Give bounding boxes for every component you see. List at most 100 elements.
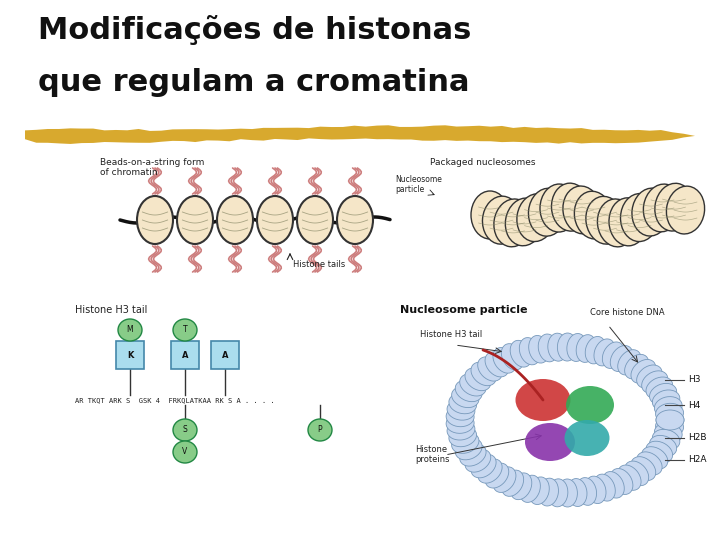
- Ellipse shape: [449, 426, 477, 447]
- Ellipse shape: [510, 473, 532, 500]
- Ellipse shape: [621, 193, 659, 241]
- Ellipse shape: [594, 339, 616, 366]
- Ellipse shape: [652, 390, 680, 410]
- Ellipse shape: [586, 197, 624, 244]
- Ellipse shape: [455, 438, 482, 460]
- Ellipse shape: [576, 477, 597, 505]
- Ellipse shape: [557, 333, 577, 361]
- Ellipse shape: [525, 423, 575, 461]
- Ellipse shape: [563, 186, 601, 234]
- Text: A: A: [181, 350, 188, 360]
- Text: S: S: [183, 426, 187, 435]
- Ellipse shape: [611, 469, 633, 495]
- Ellipse shape: [471, 362, 496, 386]
- Ellipse shape: [611, 346, 633, 372]
- Ellipse shape: [451, 433, 479, 454]
- Text: AR TKQT ARK S  GSK 4  FRKQLATKAA RK S A . . . .: AR TKQT ARK S GSK 4 FRKQLATKAA RK S A . …: [75, 397, 275, 403]
- Ellipse shape: [656, 403, 683, 423]
- Text: M: M: [127, 326, 133, 334]
- Ellipse shape: [118, 319, 142, 341]
- Ellipse shape: [177, 196, 213, 244]
- FancyBboxPatch shape: [116, 341, 144, 369]
- Ellipse shape: [510, 340, 532, 367]
- Text: Nucleosome particle: Nucleosome particle: [400, 305, 528, 315]
- Ellipse shape: [654, 396, 682, 417]
- Ellipse shape: [548, 333, 568, 361]
- Ellipse shape: [337, 196, 373, 244]
- Ellipse shape: [594, 474, 616, 501]
- Ellipse shape: [501, 470, 523, 496]
- Text: que regulam a cromatina: que regulam a cromatina: [38, 68, 469, 97]
- Text: Core histone DNA: Core histone DNA: [590, 308, 665, 317]
- Ellipse shape: [636, 365, 662, 388]
- Ellipse shape: [656, 416, 683, 437]
- Ellipse shape: [625, 354, 649, 379]
- Ellipse shape: [447, 400, 475, 420]
- Ellipse shape: [625, 461, 649, 485]
- Ellipse shape: [257, 196, 293, 244]
- Ellipse shape: [471, 454, 496, 478]
- Ellipse shape: [548, 479, 568, 507]
- Ellipse shape: [465, 449, 491, 472]
- Ellipse shape: [652, 429, 680, 450]
- Text: V: V: [182, 448, 188, 456]
- Ellipse shape: [631, 360, 656, 383]
- Ellipse shape: [632, 188, 670, 236]
- Ellipse shape: [540, 184, 578, 232]
- Ellipse shape: [618, 465, 641, 490]
- Ellipse shape: [493, 348, 516, 373]
- Ellipse shape: [459, 374, 486, 396]
- Ellipse shape: [609, 198, 647, 246]
- Ellipse shape: [646, 377, 672, 399]
- Ellipse shape: [557, 479, 577, 507]
- Ellipse shape: [564, 420, 610, 456]
- Ellipse shape: [477, 459, 502, 483]
- Text: Histone tails: Histone tails: [293, 260, 346, 269]
- Ellipse shape: [585, 336, 606, 364]
- Ellipse shape: [585, 476, 606, 503]
- Ellipse shape: [519, 338, 541, 365]
- Ellipse shape: [567, 478, 587, 507]
- Ellipse shape: [552, 183, 590, 231]
- Ellipse shape: [485, 352, 509, 377]
- Text: Histone
proteins: Histone proteins: [415, 445, 449, 464]
- Text: K: K: [127, 350, 133, 360]
- Text: Histone H3 tail: Histone H3 tail: [75, 305, 148, 315]
- Ellipse shape: [576, 335, 597, 362]
- Ellipse shape: [494, 199, 532, 247]
- Ellipse shape: [493, 467, 516, 492]
- Ellipse shape: [308, 419, 332, 441]
- Ellipse shape: [618, 350, 641, 375]
- Polygon shape: [25, 125, 695, 144]
- Text: Packaged nucleosomes: Packaged nucleosomes: [430, 158, 536, 167]
- Ellipse shape: [656, 410, 684, 430]
- Ellipse shape: [528, 477, 549, 504]
- Ellipse shape: [173, 441, 197, 463]
- Ellipse shape: [656, 410, 684, 430]
- Ellipse shape: [642, 447, 667, 469]
- Ellipse shape: [173, 319, 197, 341]
- Text: Histone H3 tail: Histone H3 tail: [420, 330, 482, 339]
- Ellipse shape: [446, 413, 474, 433]
- Ellipse shape: [644, 184, 682, 232]
- Ellipse shape: [575, 191, 613, 239]
- Ellipse shape: [649, 383, 677, 404]
- Ellipse shape: [471, 191, 509, 239]
- Ellipse shape: [654, 423, 682, 443]
- Ellipse shape: [636, 452, 662, 475]
- Text: H4: H4: [688, 401, 701, 409]
- Ellipse shape: [566, 386, 614, 424]
- Text: Beads-on-a-string form
of chromatin: Beads-on-a-string form of chromatin: [100, 158, 204, 178]
- Text: H2A: H2A: [688, 456, 706, 464]
- Ellipse shape: [539, 334, 559, 362]
- Ellipse shape: [528, 188, 567, 236]
- FancyBboxPatch shape: [211, 341, 239, 369]
- Ellipse shape: [459, 444, 486, 466]
- Text: H2B: H2B: [688, 434, 706, 442]
- Text: Modificações de histonas: Modificações de histonas: [38, 15, 472, 45]
- Ellipse shape: [631, 457, 656, 481]
- Ellipse shape: [603, 471, 624, 498]
- Ellipse shape: [217, 196, 253, 244]
- Text: Nucleosome
particle: Nucleosome particle: [395, 175, 442, 194]
- Ellipse shape: [297, 196, 333, 244]
